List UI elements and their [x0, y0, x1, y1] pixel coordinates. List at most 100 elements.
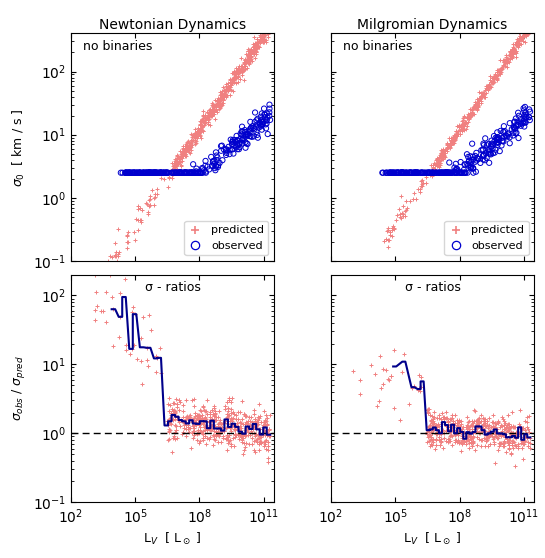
Point — [477, 410, 486, 419]
Point — [480, 418, 489, 427]
Point — [448, 411, 457, 420]
Point — [524, 427, 533, 436]
Point — [130, 235, 139, 244]
Point — [186, 143, 195, 152]
Point — [382, 365, 391, 374]
Point — [411, 169, 420, 177]
Point — [197, 407, 205, 416]
Point — [215, 104, 223, 113]
Point — [427, 433, 435, 442]
Point — [108, 305, 117, 314]
Point — [237, 433, 246, 442]
Point — [525, 15, 534, 24]
Point — [217, 90, 226, 99]
Point — [173, 400, 182, 408]
Point — [514, 38, 523, 47]
Point — [251, 41, 260, 50]
Point — [262, 436, 270, 445]
Point — [402, 169, 410, 177]
Point — [194, 131, 203, 140]
Point — [250, 39, 259, 48]
Point — [406, 169, 415, 177]
Point — [233, 68, 241, 76]
Point — [183, 169, 191, 177]
Point — [211, 427, 220, 436]
Point — [258, 422, 267, 431]
Point — [372, 402, 381, 411]
Point — [147, 169, 155, 177]
Point — [187, 416, 196, 425]
Point — [418, 169, 427, 177]
Point — [453, 427, 462, 436]
Point — [492, 65, 501, 74]
Point — [485, 427, 494, 436]
Point — [196, 412, 204, 421]
Point — [228, 421, 237, 430]
Point — [256, 122, 265, 131]
Point — [493, 138, 502, 147]
Point — [169, 167, 178, 176]
Point — [222, 85, 231, 94]
Point — [244, 59, 253, 68]
Point — [524, 29, 532, 38]
Point — [439, 169, 447, 177]
Point — [265, 425, 274, 434]
Point — [474, 102, 482, 110]
Point — [204, 112, 213, 121]
Point — [196, 426, 204, 435]
Point — [253, 42, 262, 51]
Point — [464, 427, 473, 436]
Point — [481, 134, 489, 143]
Point — [169, 410, 178, 418]
Point — [432, 425, 440, 434]
Point — [157, 169, 166, 177]
Point — [86, 281, 95, 290]
Point — [205, 107, 214, 116]
Point — [264, 437, 272, 446]
Point — [512, 37, 521, 46]
Point — [505, 439, 513, 448]
Point — [491, 145, 500, 154]
Point — [216, 95, 225, 104]
Point — [473, 426, 482, 435]
Point — [490, 73, 499, 81]
Point — [198, 127, 207, 136]
Point — [264, 23, 272, 32]
Point — [263, 109, 271, 118]
Point — [218, 92, 227, 101]
Point — [208, 100, 216, 109]
Point — [506, 47, 514, 56]
Point — [185, 141, 193, 150]
Point — [484, 424, 493, 433]
Point — [402, 197, 410, 206]
Point — [171, 407, 179, 416]
Point — [233, 140, 242, 148]
Point — [517, 438, 525, 447]
Point — [435, 169, 444, 177]
Point — [203, 434, 211, 443]
Point — [240, 411, 249, 420]
Point — [261, 416, 270, 425]
Point — [519, 430, 528, 439]
Point — [446, 426, 455, 435]
Point — [439, 151, 448, 160]
Point — [241, 57, 250, 66]
Point — [169, 434, 178, 442]
Point — [413, 185, 422, 194]
Point — [180, 147, 189, 156]
Point — [500, 432, 509, 441]
Point — [132, 169, 141, 177]
Point — [257, 432, 265, 441]
Point — [204, 114, 213, 123]
Point — [172, 161, 180, 170]
Point — [399, 169, 408, 177]
Point — [266, 19, 275, 28]
Point — [525, 439, 534, 448]
Point — [259, 36, 268, 45]
Point — [437, 150, 445, 159]
Point — [219, 431, 227, 440]
Point — [428, 419, 437, 428]
Point — [257, 437, 265, 446]
Point — [258, 33, 267, 42]
Point — [385, 376, 393, 384]
